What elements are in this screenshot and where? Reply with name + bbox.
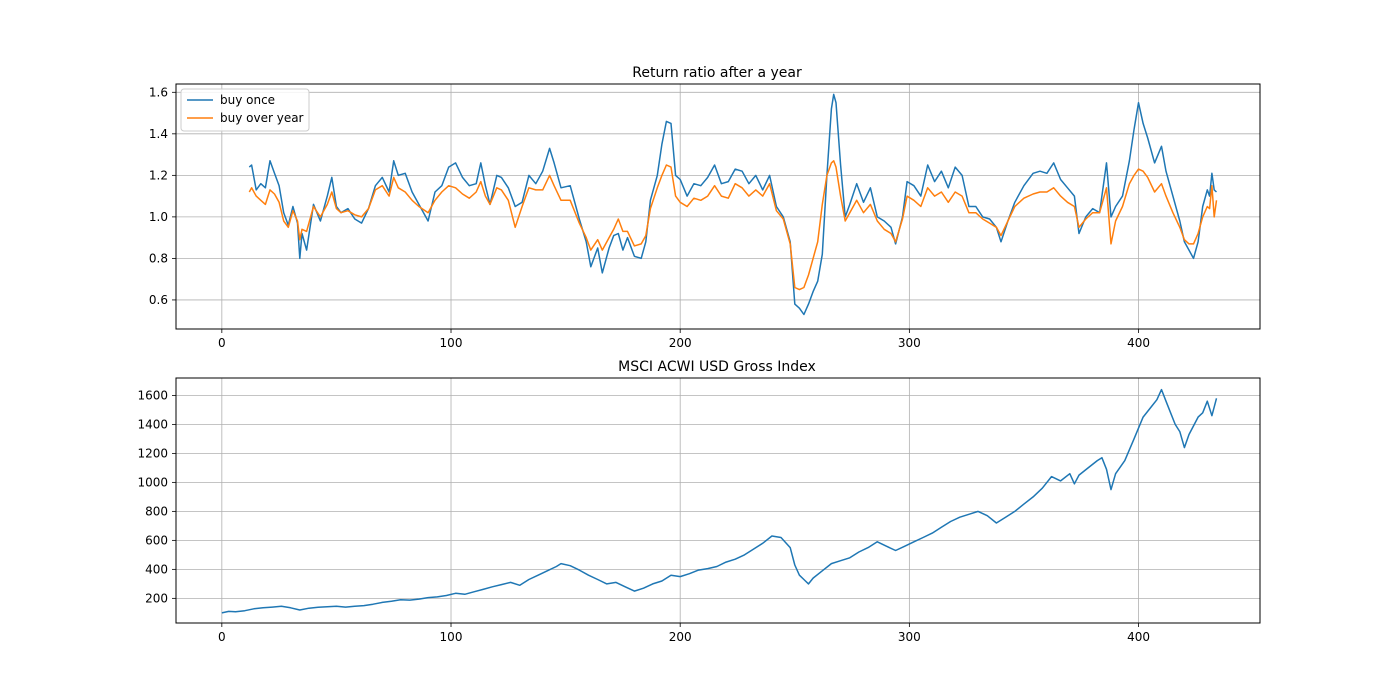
tick-labels: 0 100 200 300 400 200 400 600 800 1000 1200 1400 160…: [137, 388, 1150, 644]
y-tick-label: 1600: [137, 388, 168, 402]
y-tick-label: 800: [145, 504, 168, 518]
x-tick-label: 400: [1127, 336, 1150, 350]
x-tick-label: 0: [218, 630, 226, 644]
axes-frame: [175, 83, 1261, 330]
x-tick-label: 400: [1127, 630, 1150, 644]
chart-title: Return ratio after a year: [632, 65, 802, 81]
axes-frame: [175, 377, 1261, 624]
y-tick-label: 600: [145, 533, 168, 547]
y-tick-label: 0.8: [149, 251, 168, 265]
y-tick-label: 1.2: [149, 168, 168, 182]
y-tick-label: 1.6: [149, 85, 168, 99]
msci-acwi-chart: MSCI ACWI USD Gross Index 0 100 200 300 400 2…: [137, 359, 1261, 644]
x-tick-label: 200: [669, 336, 692, 350]
y-tick-label: 1.0: [149, 210, 168, 224]
y-tick-label: 0.6: [149, 293, 168, 307]
y-tick-label: 1.4: [149, 127, 168, 141]
x-tick-label: 100: [440, 336, 463, 350]
return-ratio-chart: Return ratio after a year 0 100 200 300 4000…: [149, 65, 1261, 350]
tick-marks: [172, 91, 1139, 333]
chart-title: MSCI ACWI USD Gross Index: [618, 359, 816, 375]
y-tick-label: 1000: [137, 475, 168, 489]
grid: [176, 378, 1260, 623]
y-tick-label: 1400: [137, 417, 168, 431]
series-line-buy-over-year: [248, 160, 1218, 291]
x-tick-label: 0: [218, 336, 226, 350]
legend: buy once buy over year: [180, 88, 310, 132]
legend-label-buy-once: buy once: [220, 93, 275, 107]
series-line-buy-once: [248, 93, 1218, 316]
x-tick-label: 200: [669, 630, 692, 644]
x-tick-label: 300: [898, 336, 921, 350]
x-tick-label: 300: [898, 630, 921, 644]
tick-marks: [172, 394, 1139, 627]
legend-label-buy-over-year: buy over year: [220, 111, 304, 125]
plot-area: [221, 388, 1218, 614]
x-tick-label: 100: [440, 630, 463, 644]
y-tick-label: 1200: [137, 446, 168, 460]
y-tick-label: 400: [145, 562, 168, 576]
y-tick-label: 200: [145, 591, 168, 605]
tick-labels: 0 100 200 300 400 0.6 0.8 1.0 1.2 1.4 1.6: [149, 85, 1150, 350]
series-line-msci-acwi-usd-gross-index: [221, 388, 1218, 614]
plot-area: [248, 93, 1218, 316]
